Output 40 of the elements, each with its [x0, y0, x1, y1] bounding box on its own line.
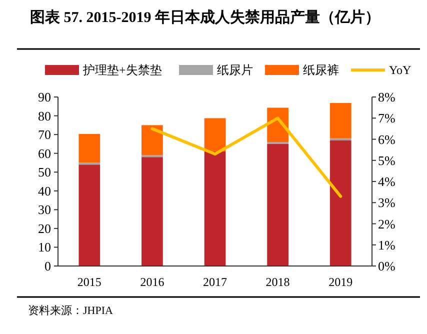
legend-label: 纸尿片	[217, 63, 253, 77]
y-tick-label: 0	[44, 258, 51, 274]
bar	[204, 151, 226, 266]
x-tick-label: 2015	[77, 275, 102, 289]
y-tick-label: 90	[38, 90, 51, 104]
text: 资料来源：JHPIA	[28, 304, 114, 317]
y2-tick-label: 8%	[378, 90, 396, 104]
y-tick-label: 80	[38, 108, 51, 124]
y2-tick-label: 3%	[378, 195, 396, 210]
x-tick-label: 2019	[328, 275, 353, 289]
y-tick-label: 10	[38, 240, 51, 255]
line-series	[150, 116, 342, 198]
bar	[330, 103, 352, 138]
bar	[330, 140, 352, 266]
y2-tick-label: 2%	[378, 216, 396, 232]
y-tick-label: 50	[38, 164, 51, 180]
x-tick-label: 2017	[203, 275, 227, 289]
legend-label: YoY	[389, 63, 412, 77]
y-tick-label: 70	[38, 127, 51, 142]
bar	[204, 118, 226, 152]
y-tick-label: 30	[38, 202, 51, 218]
y2-tick-label: 4%	[378, 174, 396, 189]
bar	[78, 164, 100, 266]
legend-label: 护理垫+失禁垫	[82, 63, 162, 77]
bar	[142, 157, 163, 266]
y2-tick-label: 7%	[378, 110, 396, 126]
bar	[78, 134, 100, 163]
y-tick-label: 60	[38, 146, 51, 161]
y2-tick-label: 6%	[378, 132, 396, 147]
legend-label: 纸尿裤	[303, 63, 339, 77]
x-tick-label: 2018	[266, 275, 290, 289]
bar	[267, 144, 288, 266]
y-tick-label: 40	[38, 183, 51, 198]
bar	[142, 125, 163, 156]
y2-tick-label: 1%	[378, 237, 396, 252]
y2-tick-label: 5%	[378, 152, 396, 168]
chart-title: 图表 57. 2015-2019 年日本成人失禁用品产量（亿片）	[30, 9, 380, 26]
y-tick-label: 20	[38, 220, 51, 236]
x-tick-label: 2016	[140, 275, 164, 289]
y2-tick-label: 0%	[378, 258, 396, 274]
